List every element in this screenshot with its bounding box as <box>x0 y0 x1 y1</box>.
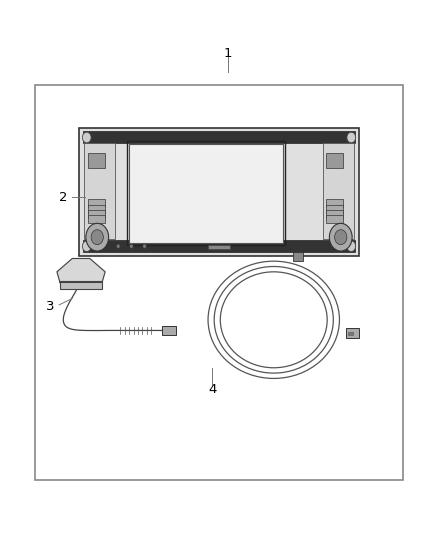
Polygon shape <box>57 259 105 282</box>
Bar <box>88 153 105 168</box>
Bar <box>326 205 343 213</box>
Bar <box>323 143 354 239</box>
Circle shape <box>82 132 91 143</box>
Bar <box>326 215 343 223</box>
Text: 1: 1 <box>223 47 232 60</box>
Bar <box>326 199 343 207</box>
Bar <box>326 210 343 218</box>
Bar <box>326 153 343 168</box>
Bar <box>60 281 102 289</box>
Bar <box>293 252 303 261</box>
Bar <box>127 141 285 245</box>
Text: 4: 4 <box>208 383 217 395</box>
Circle shape <box>130 244 133 248</box>
Bar <box>79 128 359 256</box>
Circle shape <box>82 241 91 252</box>
Text: 2: 2 <box>59 191 68 204</box>
Bar <box>129 144 283 243</box>
Bar <box>35 85 403 480</box>
Bar <box>84 143 115 239</box>
Text: 3: 3 <box>46 300 55 313</box>
Bar <box>83 131 355 143</box>
Circle shape <box>117 244 120 248</box>
Bar <box>208 245 230 249</box>
Circle shape <box>347 132 356 143</box>
Bar <box>88 199 105 207</box>
Circle shape <box>86 223 109 251</box>
Bar <box>88 205 105 213</box>
Bar <box>88 215 105 223</box>
Bar <box>162 326 176 335</box>
Circle shape <box>143 244 146 248</box>
Bar <box>346 328 359 338</box>
Bar <box>348 332 353 335</box>
Bar <box>88 210 105 218</box>
Bar <box>83 240 355 252</box>
Circle shape <box>347 241 356 252</box>
Circle shape <box>91 230 103 245</box>
Circle shape <box>335 230 347 245</box>
Circle shape <box>329 223 352 251</box>
